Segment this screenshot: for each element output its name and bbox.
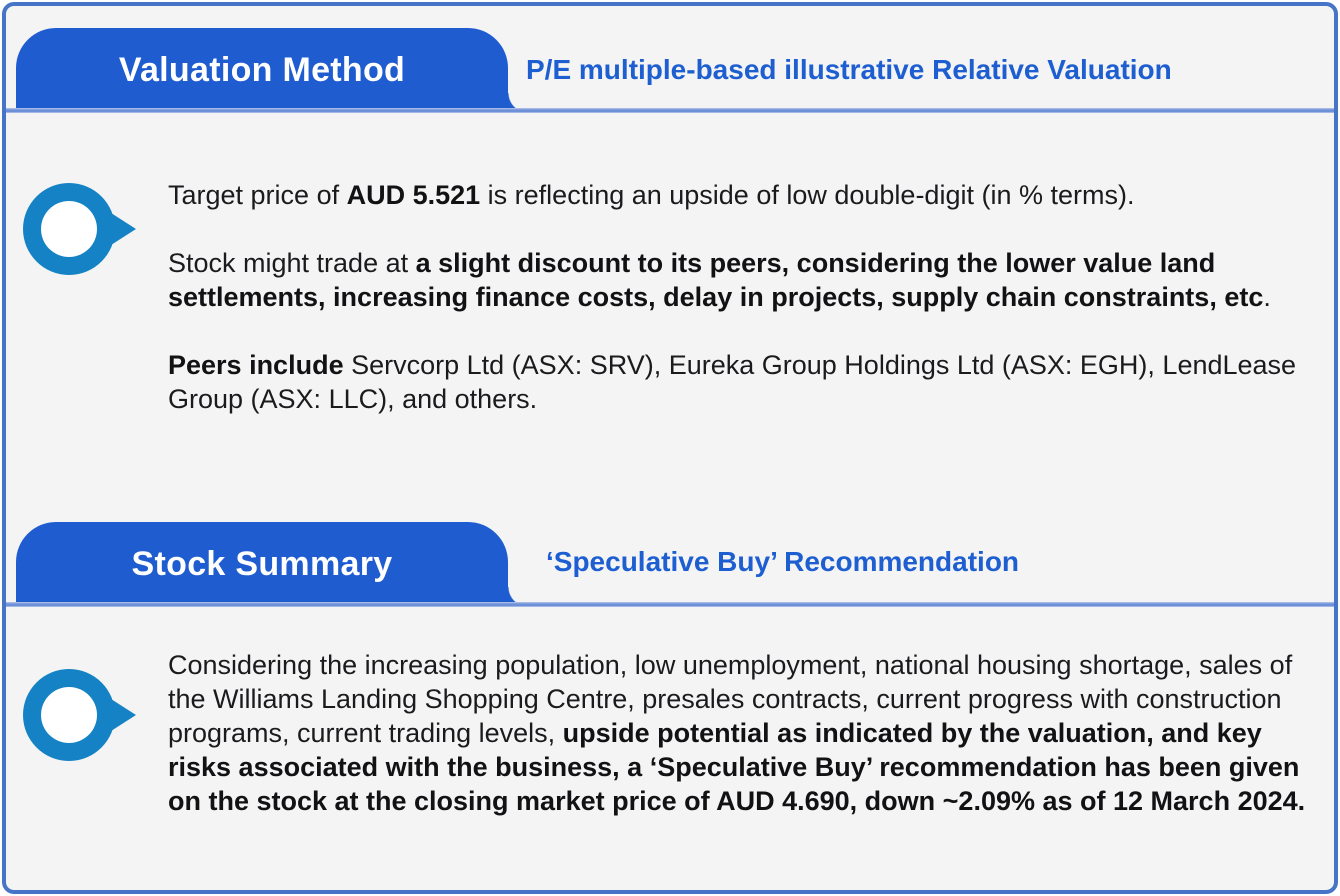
stock-summary-body: Considering the increasing population, l… — [168, 648, 1320, 818]
section-header-valuation-method: Valuation Method — [16, 28, 528, 113]
header-underline — [6, 602, 1334, 607]
section-title: Valuation Method — [118, 51, 406, 89]
text-run: is reflecting an upside of low double-di… — [480, 180, 1135, 210]
text-run-bold: Peers include — [168, 350, 344, 380]
text-run: Considering the increasing population, l… — [168, 650, 1293, 748]
text-run-bold: AUD 5.521 — [346, 180, 481, 210]
teardrop-bullet-icon — [23, 182, 141, 276]
valuation-method-body: Target price of AUD 5.521 is reflecting … — [168, 178, 1320, 416]
paragraph: Peers include Servcorp Ltd (ASX: SRV), E… — [168, 348, 1320, 416]
text-run: Target price of — [168, 180, 347, 210]
text-run: . — [1263, 282, 1271, 312]
section-header-stock-summary: Stock Summary — [16, 522, 528, 607]
text-run-bold: a slight discount to its peers, consider… — [168, 248, 1264, 312]
text-run: Stock might trade at — [168, 248, 416, 278]
paragraph: Stock might trade at a slight discount t… — [168, 246, 1320, 314]
paragraph: Considering the increasing population, l… — [168, 648, 1320, 818]
section-subtitle: P/E multiple-based illustrative Relative… — [526, 54, 1172, 85]
section-title: Stock Summary — [131, 545, 393, 583]
teardrop-bullet-icon — [23, 668, 141, 762]
section-subtitle: ‘Speculative Buy’ Recommendation — [546, 546, 1020, 577]
text-run-bold: upside potential as indicated by the val… — [168, 718, 1306, 816]
paragraph: Target price of AUD 5.521 is reflecting … — [168, 178, 1320, 212]
text-run: Servcorp Ltd (ASX: SRV), Eureka Group Ho… — [168, 350, 1297, 414]
header-underline — [6, 108, 1334, 113]
